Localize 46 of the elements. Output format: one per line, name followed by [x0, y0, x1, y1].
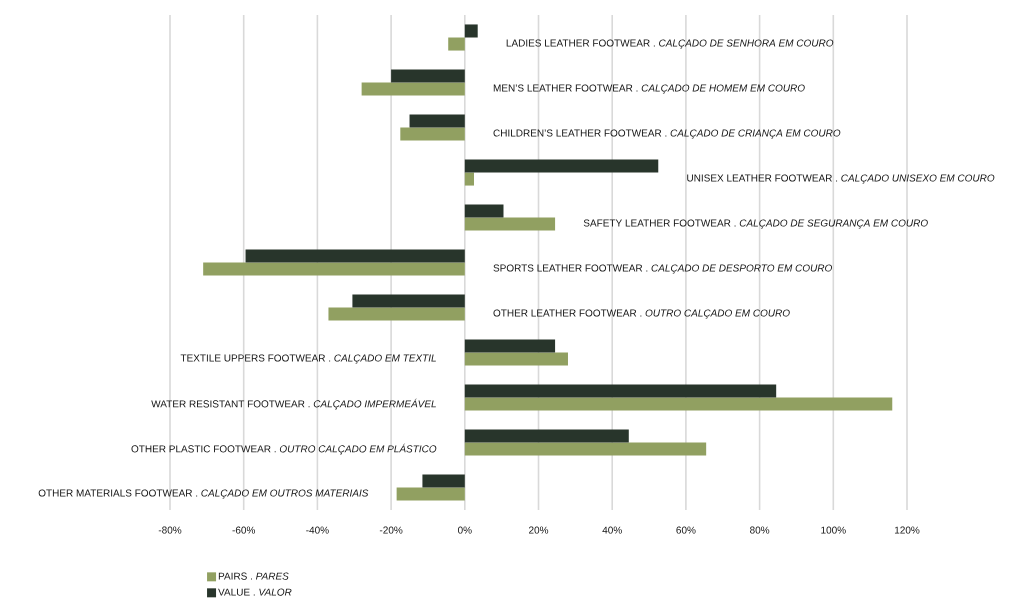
y-tick-label: MEN’S LEATHER FOOTWEAR . CALÇADO DE HOMEM EM COURO: [493, 84, 805, 94]
y-tick-label: SAFETY LEATHER FOOTWEAR . CALÇADO DE SEGURANÇA EM COURO: [583, 219, 928, 229]
x-tick-label: -60%: [232, 526, 256, 534]
bar: [361, 82, 465, 96]
bar: [464, 384, 777, 398]
bar: [464, 397, 893, 411]
x-tick-label: 120%: [894, 526, 920, 534]
bar: [464, 217, 556, 231]
legend-label: VALUE . VALOR: [218, 588, 292, 596]
bar: [391, 69, 465, 83]
bar: [396, 487, 465, 501]
bar: [400, 127, 465, 141]
y-tick-label: UNISEX LEATHER FOOTWEAR . CALÇADO UNISEXO EM COURO: [687, 174, 995, 184]
y-tick-label: OTHER PLASTIC FOOTWEAR . OUTRO CALÇADO EM PLÁSTICO: [131, 443, 437, 455]
x-tick-label: 40%: [602, 526, 622, 534]
bar: [464, 159, 659, 173]
bar: [464, 352, 568, 366]
y-tick-label: CHILDREN’S LEATHER FOOTWEAR . CALÇADO DE CRIANÇA EM COURO: [493, 129, 841, 139]
x-tick-label: 20%: [529, 526, 549, 534]
legend-label: PAIRS . PARES: [218, 572, 289, 580]
bar: [464, 429, 629, 443]
y-tick-label: OTHER MATERIALS FOOTWEAR . CALÇADO EM OUTROS MATERIAIS: [38, 489, 369, 499]
bar: [203, 262, 465, 276]
y-tick-label: WATER RESISTANT FOOTWEAR . CALÇADO IMPERMEÁVEL: [151, 398, 436, 410]
bar: [448, 37, 465, 51]
x-tick-label: -40%: [306, 526, 329, 534]
bar: [328, 307, 465, 321]
bar: [352, 294, 465, 308]
bar: [422, 474, 465, 488]
bar: [464, 204, 504, 218]
x-tick-label: -80%: [158, 526, 182, 534]
y-tick-label: LADIES LEATHER FOOTWEAR . CALÇADO DE SENHORA EM COURO: [506, 39, 834, 49]
x-tick-label: 60%: [676, 526, 696, 534]
bar: [464, 442, 707, 456]
bar: [464, 339, 556, 353]
x-tick-label: 80%: [750, 526, 770, 534]
bar: [464, 172, 475, 186]
x-tick-label: 100%: [821, 526, 846, 534]
y-tick-label: SPORTS LEATHER FOOTWEAR . CALÇADO DE DESPORTO EM COURO: [493, 264, 833, 274]
bar: [245, 249, 465, 263]
bar: [409, 114, 465, 128]
x-tick-label: -20%: [379, 526, 403, 534]
bar: [464, 24, 478, 38]
y-tick-label: TEXTILE UPPERS FOOTWEAR . CALÇADO EM TEXTIL: [180, 354, 436, 364]
x-tick-label: 0%: [457, 526, 472, 534]
y-tick-label: OTHER LEATHER FOOTWEAR . OUTRO CALÇADO EM COURO: [493, 309, 790, 319]
